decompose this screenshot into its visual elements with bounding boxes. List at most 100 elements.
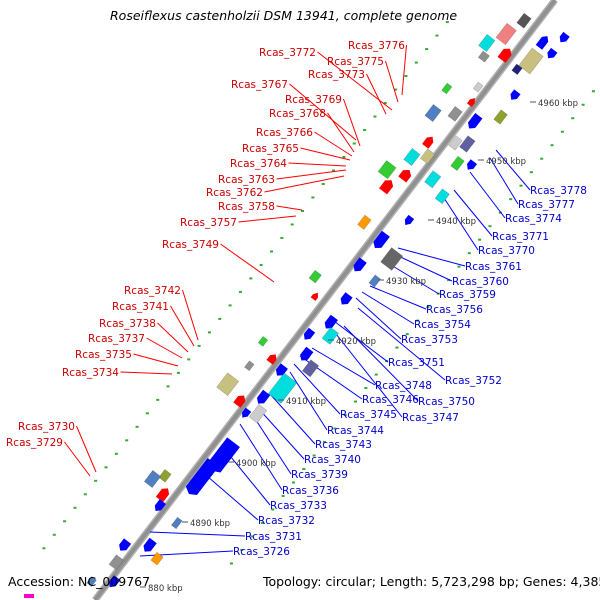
gene-label-rcas-3769: Rcas_3769 — [285, 94, 342, 106]
gc-dot — [425, 48, 429, 51]
leader-line-rcas-3752 — [357, 307, 446, 381]
gene-label-rcas-3747: Rcas_3747 — [402, 412, 459, 424]
ruler-label-4910-kbp: 4910 kbp — [286, 397, 326, 407]
gene-label-rcas-3730: Rcas_3730 — [18, 421, 75, 433]
gene-label-rcas-3738: Rcas_3738 — [99, 318, 156, 330]
gene-box — [267, 372, 298, 404]
gene-box — [108, 554, 124, 571]
gene-label-rcas-3736: Rcas_3736 — [282, 485, 339, 497]
leader-line-rcas-3771 — [453, 189, 493, 237]
leader-line-rcas-3758 — [276, 205, 303, 211]
gene-box — [143, 470, 162, 488]
leader-line-rcas-3753 — [355, 297, 402, 340]
gc-dot — [135, 425, 139, 428]
gene-feature — [266, 354, 277, 365]
gene-feature — [420, 148, 436, 165]
gene-feature — [477, 50, 490, 63]
gene-label-rcas-3751: Rcas_3751 — [388, 357, 445, 369]
ruler-label-4900-kbp: 4900 kbp — [236, 459, 276, 469]
leader-line-rcas-3767 — [289, 83, 357, 141]
leader-line-rcas-3756 — [369, 285, 427, 310]
gene-box — [248, 403, 268, 424]
gene-box — [448, 135, 463, 151]
gene-label-rcas-3749: Rcas_3749 — [162, 239, 219, 251]
gene-feature — [357, 214, 372, 230]
gene-arrow-reverse — [340, 292, 353, 305]
gene-label-rcas-3737: Rcas_3737 — [88, 333, 145, 345]
gc-dot — [291, 481, 295, 484]
gc-dot — [332, 169, 336, 172]
gc-dot — [540, 157, 544, 160]
gc-dot — [426, 306, 430, 309]
leader-line-rcas-3774 — [469, 171, 506, 219]
gc-dot — [352, 142, 356, 145]
leader-line-rcas-3778 — [495, 149, 531, 191]
gc-dot — [373, 115, 377, 118]
gc-dot — [488, 225, 492, 228]
leader-line-rcas-3745 — [293, 363, 341, 415]
gene-arrow-forward — [398, 169, 412, 183]
gene-label-rcas-3758: Rcas_3758 — [218, 201, 275, 213]
gene-label-rcas-3735: Rcas_3735 — [75, 349, 132, 361]
gene-feature — [380, 247, 404, 271]
gene-feature — [368, 274, 381, 288]
gene-label-rcas-3756: Rcas_3756 — [426, 304, 483, 316]
gene-feature — [467, 159, 478, 170]
leader-line-rcas-3737 — [146, 337, 183, 359]
gc-dot — [94, 479, 98, 482]
gene-arrow-reverse — [353, 257, 367, 272]
gene-label-rcas-3773: Rcas_3773 — [308, 69, 365, 81]
gene-box — [511, 63, 523, 75]
gc-dot — [333, 427, 337, 430]
gene-label-rcas-3745: Rcas_3745 — [340, 409, 397, 421]
leader-line-rcas-3770 — [443, 197, 479, 251]
gc-dot — [478, 238, 482, 241]
gene-feature — [403, 148, 421, 166]
gene-box — [516, 12, 532, 29]
leader-line-rcas-3736 — [239, 423, 283, 491]
gene-feature — [478, 34, 496, 52]
gene-arrow-forward — [466, 98, 475, 107]
leader-line-rcas-3738 — [157, 322, 189, 353]
gene-box — [301, 359, 320, 378]
gene-arrow-reverse — [404, 214, 415, 225]
leader-line-rcas-3760 — [393, 253, 453, 282]
gene-features — [24, 12, 570, 598]
gene-feature — [303, 327, 316, 340]
gc-dot — [52, 533, 56, 536]
gene-feature — [466, 98, 475, 107]
gc-dot — [529, 171, 533, 174]
gene-box — [380, 247, 404, 271]
gene-arrow-reverse — [373, 230, 390, 249]
gene-label-rcas-3742: Rcas_3742 — [124, 285, 181, 297]
gene-arrow-reverse — [275, 363, 288, 376]
gene-feature — [154, 499, 167, 512]
gene-arrow-forward — [379, 180, 394, 195]
gene-arrow-reverse — [119, 538, 132, 551]
gene-box — [86, 576, 97, 587]
gc-dot — [125, 439, 129, 442]
leader-line-rcas-3750 — [343, 325, 419, 402]
gc-dot — [42, 547, 46, 550]
gene-label-rcas-3754: Rcas_3754 — [414, 319, 471, 331]
genome-title: Roseiflexus castenholzii DSM 13941, comp… — [110, 8, 458, 23]
leader-line-rcas-3740 — [257, 407, 305, 460]
gene-feature — [379, 180, 394, 195]
gene-arrow-reverse — [510, 89, 521, 100]
leader-line-rcas-3768 — [327, 112, 355, 153]
accession-text: Accession: NC_009767 — [8, 574, 151, 589]
gc-dot — [207, 331, 211, 334]
gc-dot — [176, 371, 180, 374]
leader-line-rcas-3742 — [182, 289, 199, 341]
gene-arrow-reverse — [109, 575, 121, 588]
gc-dot — [63, 520, 67, 523]
gc-dot — [156, 398, 160, 401]
gc-dot — [269, 250, 273, 253]
gc-dot — [550, 144, 554, 147]
gene-arrow-reverse — [185, 457, 219, 496]
gene-arrow-reverse — [467, 113, 483, 129]
gene-feature — [459, 135, 476, 153]
gene-box — [216, 372, 240, 396]
gene-box — [150, 551, 164, 566]
